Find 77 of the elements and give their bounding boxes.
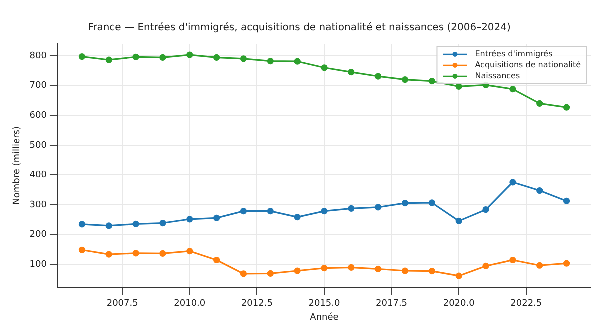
point [402,268,409,274]
legend-label: Naissances [475,72,520,81]
point [428,78,436,85]
point [428,200,436,206]
point [78,246,86,254]
point [240,56,248,62]
point [160,250,166,257]
point [321,208,328,215]
point [536,187,544,194]
point [375,266,382,273]
y-tick-label: 700 [30,81,48,92]
y-tick-label: 200 [30,230,48,240]
point [160,54,166,62]
point [563,198,570,204]
point [563,104,570,111]
point [106,222,112,230]
point [132,54,140,60]
point [132,220,140,228]
y-tick-label: 600 [30,110,48,121]
y-tick-label: 400 [30,170,48,181]
point [267,58,274,65]
point [106,251,112,258]
point [106,56,112,64]
point [294,58,301,65]
x-tick-label: 2022.5 [510,299,542,310]
x-axis-title: Année [310,312,340,323]
point [186,216,194,223]
point [186,52,194,58]
x-tick-label: 2010.0 [174,299,206,310]
point [536,100,544,107]
point [510,179,516,186]
legend-label: Entrées d'immigrés [475,50,553,59]
x-tick-label: 2017.5 [376,299,408,310]
x-tick-label: 2015.0 [308,299,341,310]
point [240,270,248,278]
x-tick-label: 2020.0 [443,299,476,310]
point [563,260,570,267]
y-axis-title: Nombre (milliers) [12,126,23,205]
point [214,256,220,264]
point [428,268,436,275]
point [456,272,462,280]
y-tick-label: 500 [30,140,48,151]
point [321,265,328,272]
point [510,86,516,93]
point [294,268,301,274]
legend-label: Acquisitions de nationalité [475,60,582,70]
y-tick-label: 100 [30,260,48,270]
point [402,200,409,207]
x-tick-label: 2012.5 [241,299,273,310]
y-tick-label: 800 [30,51,48,62]
point [240,208,248,215]
point [348,264,355,272]
point [132,250,140,257]
point [536,262,544,269]
point [456,218,462,224]
y-tick-label: 300 [30,200,48,210]
chart-title: France — Entrées d'immigrés, acquisitions de nationalité et naissances (2006–2024) [88,22,512,34]
point [482,262,490,270]
point [78,54,86,60]
point [214,214,220,222]
point [348,69,355,76]
point [482,206,490,214]
point [78,221,86,228]
point [402,76,409,84]
point [321,64,328,72]
point [160,220,166,227]
point [375,73,382,80]
x-tick-label: 2007.5 [106,299,138,310]
point [510,256,516,264]
point [294,214,301,221]
point [456,83,462,90]
point [186,248,194,255]
point [375,204,382,211]
point [267,270,274,277]
point [267,208,274,215]
point [348,205,355,212]
point [214,54,220,62]
